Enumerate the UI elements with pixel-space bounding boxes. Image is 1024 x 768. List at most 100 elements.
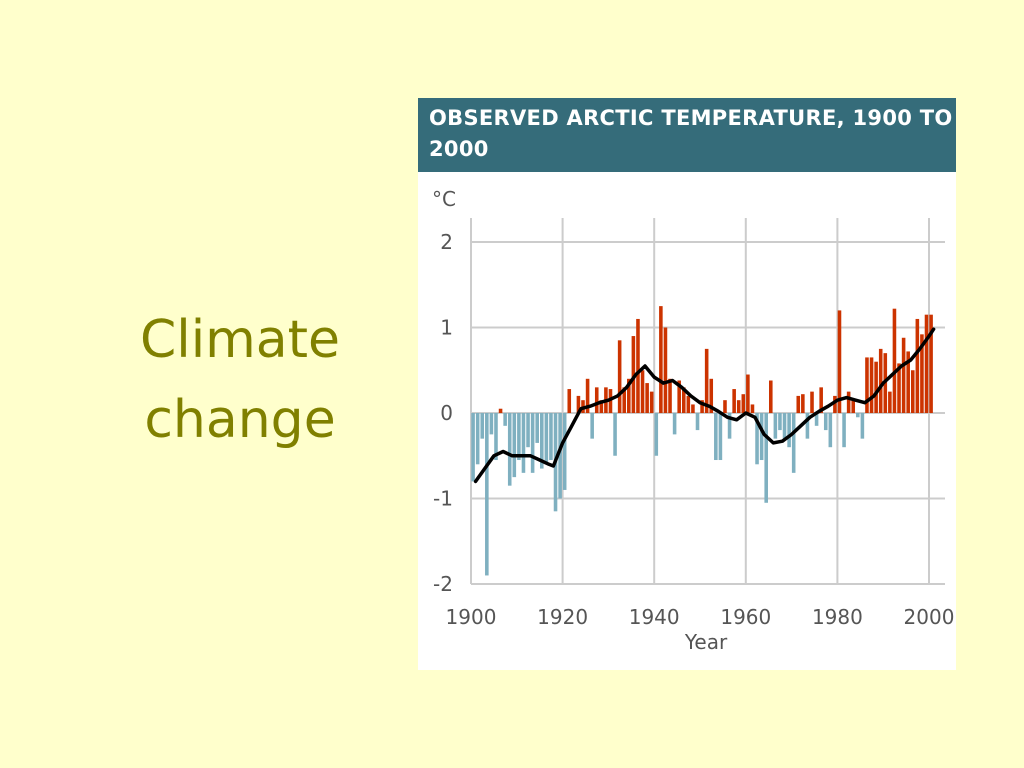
bar-1912 <box>526 413 530 448</box>
bar-1956 <box>727 413 732 439</box>
bar-1998 <box>920 334 924 413</box>
chart-card: OBSERVED ARCTIC TEMPERATURE, 1900 TO 200… <box>418 98 956 670</box>
bar-1964 <box>764 413 768 503</box>
bar-1981 <box>842 413 846 448</box>
slide-title: Climate change <box>139 310 341 450</box>
bar-1946 <box>681 387 686 413</box>
bar-1971 <box>796 395 801 413</box>
bar-1953 <box>714 413 718 461</box>
x-tick-label: 1920 <box>537 605 588 629</box>
bar-1927 <box>594 387 599 413</box>
bar-1941 <box>659 306 663 413</box>
bar-1944 <box>672 413 677 435</box>
bar-1911 <box>521 413 526 473</box>
bar-1948 <box>691 404 695 413</box>
bar-1962 <box>755 413 759 465</box>
bar-1926 <box>590 413 594 439</box>
bar-1952 <box>709 378 714 413</box>
bar-1992 <box>892 308 897 413</box>
y-axis-unit-label: °C <box>432 187 456 211</box>
bar-1909 <box>512 413 517 478</box>
bar-1949 <box>695 413 700 431</box>
bar-1951 <box>704 348 709 413</box>
bar-1993 <box>897 363 901 413</box>
bar-1961 <box>750 404 755 413</box>
bar-1914 <box>535 413 539 443</box>
bar-1947 <box>686 395 691 413</box>
bar-1910 <box>517 413 521 461</box>
bar-1965 <box>769 380 773 413</box>
bar-1908 <box>507 413 512 486</box>
bar-1970 <box>791 413 796 473</box>
x-tick-label: 1980 <box>812 605 863 629</box>
bar-1931 <box>613 413 617 456</box>
bar-1995 <box>906 351 910 413</box>
bar-1963 <box>759 413 764 461</box>
bar-1939 <box>649 391 654 413</box>
bar-1905 <box>494 413 498 461</box>
bar-1932 <box>617 340 622 413</box>
bar-1921 <box>567 389 572 413</box>
bar-1967 <box>778 413 782 431</box>
bar-1920 <box>562 413 567 490</box>
bar-1942 <box>663 327 668 413</box>
chart-plot: °C 2 1 0 -1 -2 1900 1920 1940 1960 1980 2000 Year <box>432 187 954 654</box>
bar-1950 <box>700 400 704 413</box>
bar-2000 <box>929 314 933 413</box>
bar-1972 <box>801 394 805 413</box>
bar-1974 <box>810 391 814 413</box>
bar-1985 <box>860 413 865 439</box>
bar-1936 <box>636 318 640 413</box>
bar-1957 <box>732 389 736 413</box>
bar-1999 <box>924 314 929 413</box>
bar-1975 <box>814 413 819 426</box>
bar-1937 <box>640 370 645 413</box>
bar-1980 <box>837 310 842 413</box>
bar-1969 <box>787 413 791 448</box>
bar-1979 <box>833 395 837 413</box>
bar-1968 <box>782 413 787 439</box>
bar-1991 <box>888 391 892 413</box>
bar-1925 <box>585 378 590 413</box>
y-tick-label: 2 <box>440 230 453 254</box>
bar-1996 <box>910 370 915 413</box>
bar-1955 <box>723 400 727 413</box>
bar-1913 <box>530 413 535 473</box>
bar-1994 <box>901 337 906 413</box>
bar-1916 <box>544 413 549 465</box>
bar-1954 <box>718 413 723 461</box>
bar-1983 <box>851 400 856 413</box>
bar-1982 <box>846 391 851 413</box>
bar-1984 <box>856 413 860 418</box>
x-axis-title: Year <box>684 630 728 654</box>
bar-1988 <box>874 361 878 413</box>
bar-1902 <box>480 413 485 439</box>
bar-1919 <box>558 413 562 499</box>
bar-1938 <box>645 383 649 413</box>
bar-1943 <box>668 378 672 413</box>
chart-title: OBSERVED ARCTIC TEMPERATURE, 1900 TO 200… <box>418 98 956 172</box>
bar-1959 <box>741 394 746 413</box>
bar-1960 <box>746 374 750 413</box>
bar-1901 <box>475 413 480 465</box>
bar-1976 <box>819 387 823 413</box>
y-tick-label: -2 <box>433 572 453 596</box>
bar-1977 <box>823 413 828 431</box>
bar-1903 <box>485 413 489 576</box>
bar-1928 <box>599 400 604 413</box>
y-tick-label: -1 <box>433 487 453 511</box>
bar-1915 <box>540 413 544 469</box>
bar-1986 <box>865 357 869 413</box>
bar-1906 <box>498 408 503 413</box>
x-tick-label: 1960 <box>720 605 771 629</box>
bar-1989 <box>878 348 883 413</box>
y-tick-label: 1 <box>440 316 453 340</box>
bar-1935 <box>631 336 636 413</box>
bar-1987 <box>869 357 874 413</box>
y-tick-label: 0 <box>440 401 453 425</box>
bar-1907 <box>503 413 507 426</box>
x-tick-label: 1900 <box>446 605 497 629</box>
bar-1933 <box>622 387 627 413</box>
bar-1934 <box>627 378 631 413</box>
bar-1923 <box>576 395 581 413</box>
